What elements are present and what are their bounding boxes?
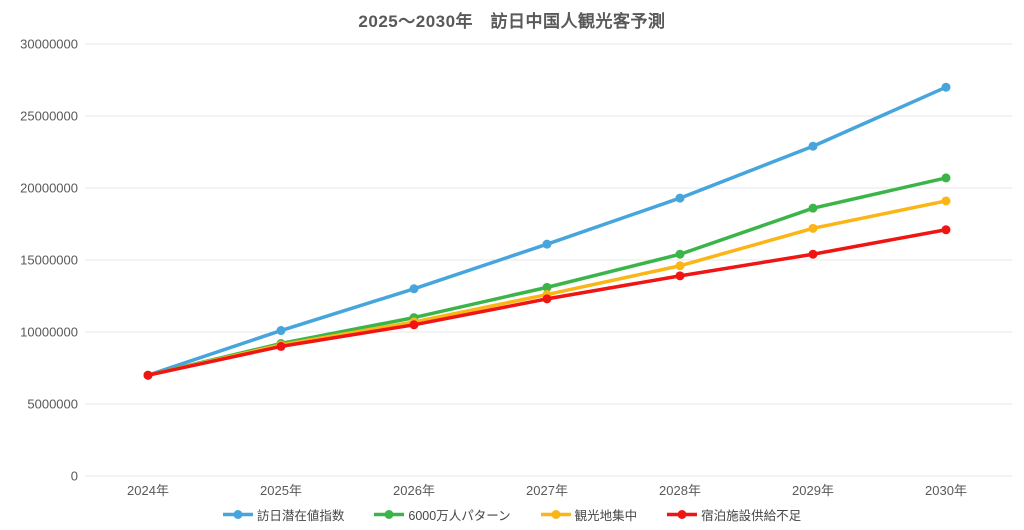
series-point	[675, 193, 685, 203]
series-point	[808, 203, 818, 213]
series-point	[542, 282, 552, 292]
series-point	[675, 249, 685, 259]
x-axis-tick-label: 2025年	[260, 483, 302, 498]
legend-marker-icon	[540, 510, 571, 519]
legend-item: 宿泊施設供給不足	[667, 505, 801, 524]
legend-label: 6000万人パターン	[408, 509, 511, 523]
series-point	[808, 249, 818, 259]
x-axis-tick-label: 2026年	[393, 483, 435, 498]
series-point	[143, 370, 153, 380]
legend-marker-icon	[374, 510, 405, 519]
y-axis-tick-label: 5000000	[27, 397, 78, 412]
series-point	[941, 82, 951, 92]
legend-item: 6000万人パターン	[374, 505, 511, 524]
series-point	[941, 173, 951, 183]
series-point	[276, 326, 286, 336]
y-axis-tick-label: 15000000	[20, 253, 78, 268]
legend-marker-icon	[667, 510, 698, 519]
series-point	[808, 141, 818, 151]
series-point	[409, 320, 419, 330]
series-point	[276, 341, 286, 351]
chart-title: 2025〜2030年 訪日中国人観光客予測	[358, 12, 666, 31]
y-axis-tick-label: 25000000	[20, 109, 78, 124]
x-axis-tick-label: 2024年	[127, 483, 169, 498]
series-point	[808, 223, 818, 233]
series-line	[146, 176, 948, 377]
series-point	[941, 196, 951, 206]
y-axis-tick-label: 20000000	[20, 181, 78, 196]
legend-marker-icon	[222, 510, 253, 519]
y-axis-tick-label: 30000000	[20, 37, 78, 52]
series-point	[675, 271, 685, 281]
legend-label: 訪日潜在値指数	[256, 509, 345, 523]
series-point	[542, 239, 552, 249]
series-point	[409, 284, 419, 294]
y-axis-tick-label: 10000000	[20, 325, 78, 340]
series-point	[542, 294, 552, 304]
x-axis-tick-label: 2028年	[659, 483, 701, 498]
series-point	[941, 225, 951, 235]
legend-label: 観光地集中	[574, 509, 638, 523]
x-axis-tick-label: 2027年	[526, 483, 568, 498]
chart-legend: 訪日潜在値指数 6000万人パターン 観光地集中 宿泊施設供給不足	[0, 505, 1024, 524]
x-axis-tick-label: 2029年	[792, 483, 834, 498]
legend-label: 宿泊施設供給不足	[701, 509, 802, 523]
series-point	[675, 261, 685, 271]
legend-item: 観光地集中	[540, 505, 638, 524]
legend-item: 訪日潜在値指数	[222, 505, 345, 524]
y-axis-tick-label: 0	[71, 469, 78, 484]
x-axis-tick-label: 2030年	[925, 483, 967, 498]
